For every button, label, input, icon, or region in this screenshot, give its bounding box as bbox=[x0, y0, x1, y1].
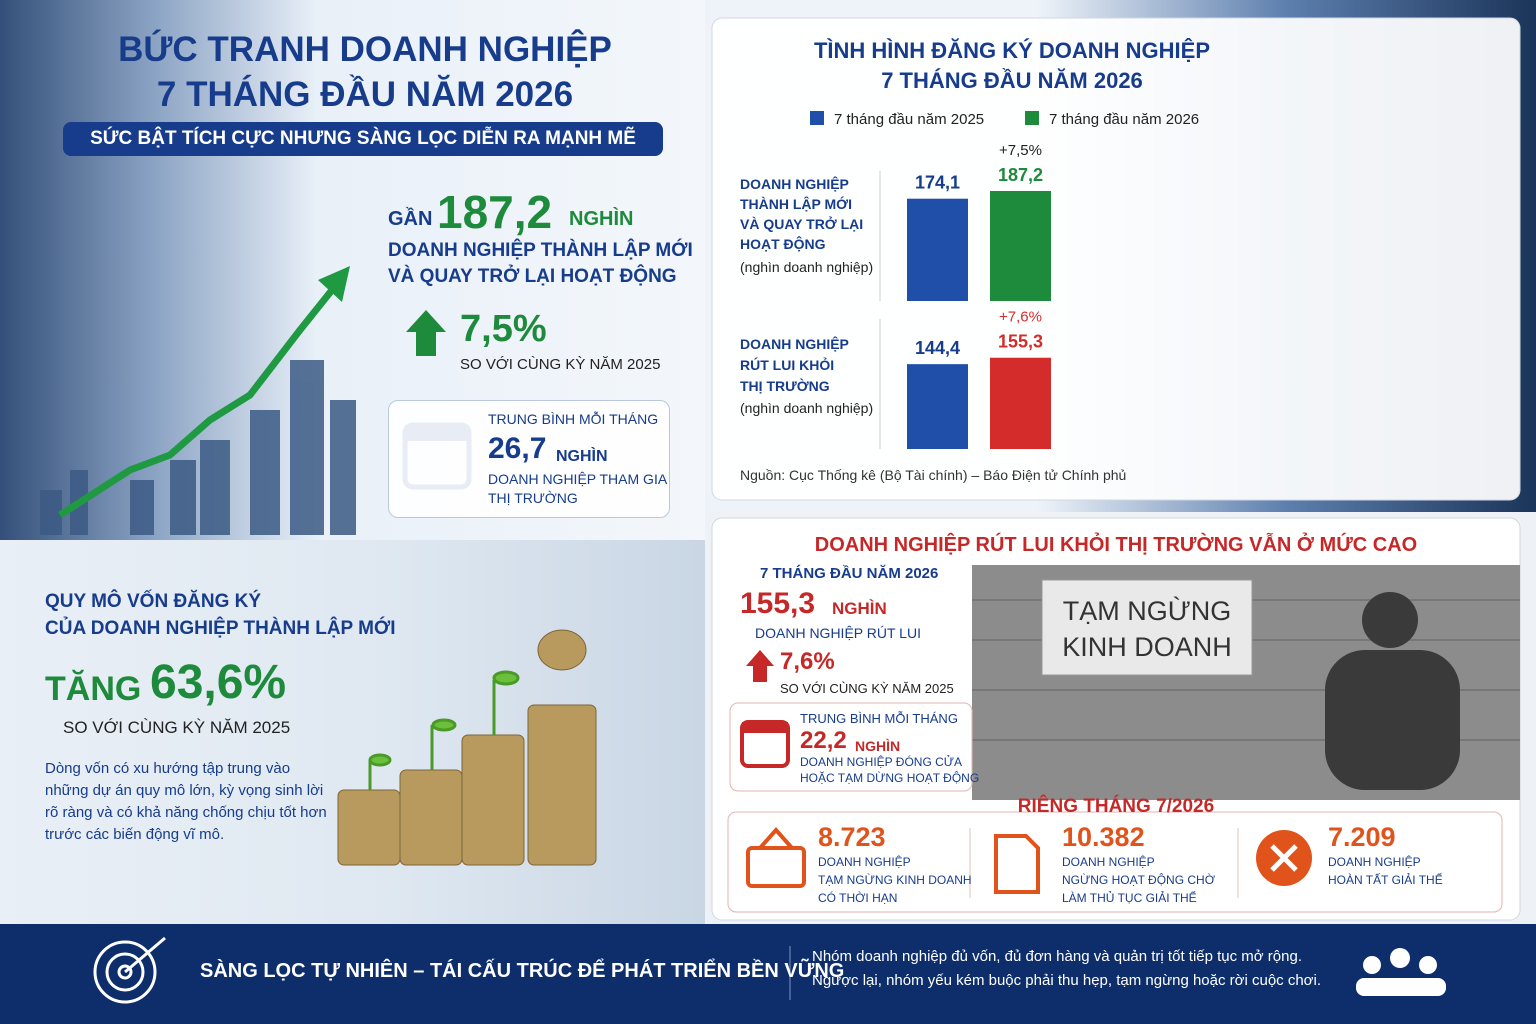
growth-arrowhead bbox=[318, 266, 350, 302]
value-label: 144,4 bbox=[915, 338, 960, 358]
legend-swatch bbox=[810, 111, 824, 125]
value-label: 155,3 bbox=[998, 332, 1043, 352]
body: trước các biến động vĩ mô. bbox=[45, 826, 225, 843]
subtitle: SỨC BẬT TÍCH CỰC NHƯNG SÀNG LỌC DIỄN RA … bbox=[63, 122, 663, 156]
up-arrow-red bbox=[746, 650, 774, 682]
footer-bg bbox=[0, 924, 1536, 1024]
july-box bbox=[727, 811, 1503, 913]
july-desc: TẠM NGỪNG KINH DOANH bbox=[818, 873, 972, 887]
monthly-box bbox=[388, 400, 670, 518]
capital-value: 63,6% bbox=[150, 656, 287, 709]
desc: VÀ QUAY TRỞ LẠI HOẠT ĐỘNG bbox=[388, 266, 677, 287]
label: TRUNG BÌNH MỖI THÁNG bbox=[800, 711, 958, 726]
july-value: 10.382 bbox=[1062, 822, 1145, 852]
growth-note: SO VỚI CÙNG KỲ NĂM 2025 bbox=[780, 681, 954, 696]
person bbox=[1325, 592, 1460, 790]
chart-title: TÌNH HÌNH ĐĂNG KÝ DOANH NGHIỆP bbox=[814, 38, 1210, 63]
july-desc: LÀM THỦ TỤC GIẢI THỂ bbox=[1062, 891, 1197, 905]
growth-arrow bbox=[58, 277, 343, 518]
prefix: GẦN bbox=[388, 208, 433, 230]
slogan: SÀNG LỌC TỰ NHIÊN – TÁI CẤU TRÚC ĐỂ PHÁT… bbox=[200, 960, 845, 982]
unit: NGHÌN bbox=[569, 208, 634, 230]
july-value: 7.209 bbox=[1328, 822, 1396, 852]
change-label: +7,5% bbox=[999, 142, 1042, 159]
unit: NGHÌN bbox=[556, 448, 608, 465]
period: 7 THÁNG ĐẦU NĂM 2026 bbox=[760, 565, 939, 582]
value-label: 187,2 bbox=[998, 165, 1043, 185]
label: TRUNG BÌNH MỖI THÁNG bbox=[488, 411, 659, 427]
july-value: 8.723 bbox=[818, 822, 886, 852]
source: Nguồn: Cục Thống kê (Bộ Tài chính) – Báo… bbox=[740, 467, 1126, 483]
july-desc: NGỪNG HOẠT ĐỘNG CHỜ bbox=[1062, 873, 1215, 887]
exits-title: DOANH NGHIỆP RÚT LUI KHỎI THỊ TRƯỜNG VẪN… bbox=[814, 534, 1418, 556]
category-label: DOANH NGHIỆP THÀNH LẬP MỚI VÀ QUAY TRỞ L… bbox=[740, 176, 864, 252]
legend-label: 7 tháng đầu năm 2025 bbox=[834, 111, 984, 128]
desc: THỊ TRƯỜNG bbox=[488, 490, 578, 506]
bar bbox=[907, 198, 968, 301]
title: 7 THÁNG ĐẦU NĂM 2026 bbox=[156, 75, 574, 114]
growth: 7,5% bbox=[460, 308, 547, 350]
sprouts bbox=[368, 670, 520, 790]
target-icon bbox=[93, 936, 166, 1004]
x-icon-mark bbox=[1270, 844, 1298, 872]
up-arrow-green bbox=[406, 310, 446, 356]
chart-title: 7 THÁNG ĐẦU NĂM 2026 bbox=[881, 68, 1143, 93]
coins bbox=[337, 629, 597, 866]
city bbox=[40, 360, 356, 535]
sign-text: KINH DOANH bbox=[1062, 632, 1232, 662]
bar bbox=[907, 364, 968, 449]
legend-swatch bbox=[1025, 111, 1039, 125]
july-desc: HOÀN TẤT GIẢI THỂ bbox=[1328, 873, 1443, 887]
july-desc: DOANH NGHIỆP bbox=[818, 855, 911, 869]
bar bbox=[990, 357, 1051, 449]
exits-value: 155,3 bbox=[740, 587, 816, 620]
sign bbox=[1041, 579, 1253, 676]
sign-text: TẠM NGỪNG bbox=[1062, 596, 1232, 626]
unit: NGHÌN bbox=[855, 738, 901, 754]
people-icon bbox=[1356, 948, 1446, 996]
category-label: DOANH NGHIỆP RÚT LUI KHỎI THỊ TRƯỜNG bbox=[740, 336, 849, 394]
monthly-box-red bbox=[729, 702, 973, 792]
bar bbox=[990, 191, 1051, 301]
title: BỨC TRANH DOANH NGHIỆP bbox=[118, 30, 612, 69]
body: rõ ràng và có khả năng chống chịu tốt hơ… bbox=[45, 804, 327, 821]
growth: 7,6% bbox=[780, 648, 835, 675]
capital-title: CỦA DOANH NGHIỆP THÀNH LẬP MỚI bbox=[45, 618, 396, 639]
desc: DOANH NGHIỆP RÚT LUI bbox=[755, 625, 921, 641]
prefix: TĂNG bbox=[45, 670, 142, 708]
value-label: 174,1 bbox=[915, 173, 960, 193]
capital-title: QUY MÔ VỐN ĐĂNG KÝ bbox=[45, 591, 262, 612]
body: Dòng vốn có xu hướng tập trung vào bbox=[45, 760, 291, 777]
footer-text: Ngược lại, nhóm yếu kém buộc phải thu hẹ… bbox=[812, 972, 1322, 989]
july-title: RIÊNG THÁNG 7/2026 bbox=[1017, 796, 1215, 817]
big-value: 187,2 bbox=[437, 186, 553, 238]
unit: NGHÌN bbox=[832, 599, 887, 618]
category-unit: (nghìn doanh nghiệp) bbox=[740, 400, 874, 416]
note: SO VỚI CÙNG KỲ NĂM 2025 bbox=[63, 718, 291, 737]
body: những dự án quy mô lớn, kỳ vọng sinh lời bbox=[45, 782, 324, 799]
icons-orange bbox=[746, 826, 1040, 894]
footer-text: Nhóm doanh nghiệp đủ vốn, đủ đơn hàng và… bbox=[812, 948, 1302, 965]
change-label: +7,6% bbox=[999, 309, 1042, 326]
category-unit: (nghìn doanh nghiệp) bbox=[740, 259, 874, 275]
desc: DOANH NGHIỆP ĐÓNG CỬA bbox=[800, 755, 963, 769]
legend-label: 7 tháng đầu năm 2026 bbox=[1049, 111, 1199, 128]
desc: HOẶC TẠM DỪNG HOẠT ĐỘNG bbox=[800, 771, 980, 785]
desc: DOANH NGHIỆP THÀNH LẬP MỚI bbox=[388, 240, 693, 261]
desc: DOANH NGHIỆP THAM GIA bbox=[488, 471, 668, 487]
growth-note: SO VỚI CÙNG KỲ NĂM 2025 bbox=[460, 356, 661, 373]
chart: TÌNH HÌNH ĐĂNG KÝ DOANH NGHIỆP 7 THÁNG ĐẦ… bbox=[740, 38, 1210, 483]
july-desc: CÓ THỜI HẠN bbox=[818, 891, 898, 905]
value: 22,2 bbox=[800, 727, 847, 754]
calendar-red bbox=[740, 720, 790, 768]
july-desc: DOANH NGHIỆP bbox=[1328, 855, 1421, 869]
july-desc: DOANH NGHIỆP bbox=[1062, 855, 1155, 869]
value: 26,7 bbox=[488, 432, 547, 465]
